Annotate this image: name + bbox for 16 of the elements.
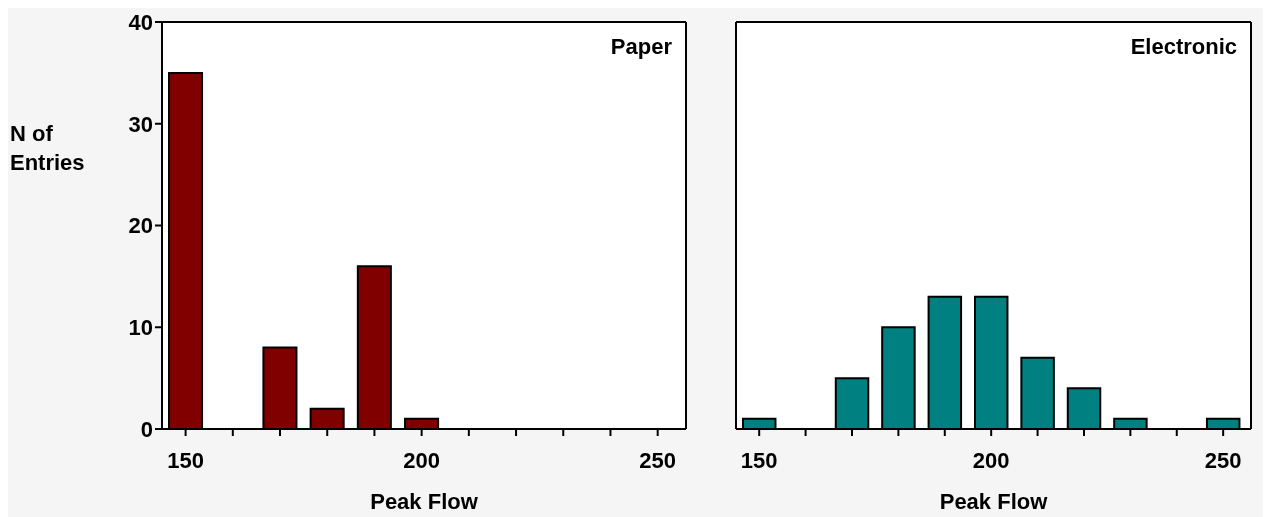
x-axis-title: Peak Flow (370, 489, 479, 514)
y-tick-label: 30 (128, 111, 153, 137)
x-tick-label: 200 (972, 447, 1010, 473)
x-tick-label: 200 (403, 447, 440, 473)
x-tick-label: 250 (1204, 447, 1242, 473)
text: Paper (610, 34, 672, 60)
y-tick-label: 40 (128, 9, 153, 35)
y-tick-label: 20 (128, 213, 153, 239)
x-axis-title: Peak Flow (939, 489, 1049, 514)
x-tick-label: 150 (167, 447, 204, 473)
text: Electronic (1130, 34, 1237, 60)
y-axis-title: N of Entries (10, 120, 86, 177)
y-tick-label: 10 (128, 315, 153, 341)
y-tick-label: 0 (140, 416, 153, 442)
x-tick-label: 250 (639, 447, 677, 473)
x-tick-label: 150 (740, 447, 778, 473)
